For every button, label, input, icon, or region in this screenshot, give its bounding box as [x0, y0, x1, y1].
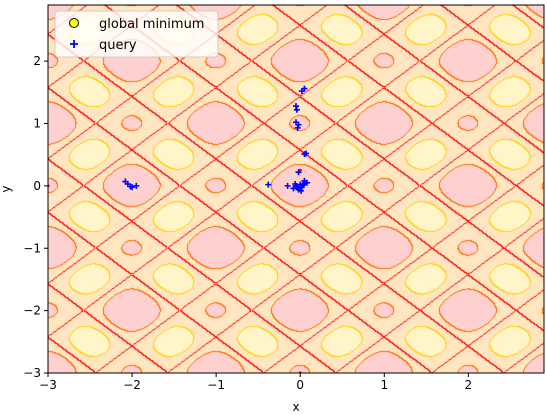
x-tick-label: −3 [39, 378, 57, 392]
legend-box [54, 10, 219, 58]
query-point [295, 169, 302, 176]
query-point [298, 187, 305, 194]
legend: global minimum query [54, 10, 219, 58]
x-tick-label: −1 [207, 378, 225, 392]
y-tick-label: −3 [23, 366, 41, 380]
query-point [299, 182, 306, 189]
x-axis-label: x [292, 400, 299, 414]
query-point [292, 181, 299, 188]
y-tick-label: 2 [33, 54, 41, 68]
query-point [303, 150, 310, 157]
y-axis: −3 −2 −1 0 1 2 [23, 54, 48, 380]
legend-marker-query [70, 40, 78, 48]
query-point [303, 179, 310, 186]
query-point [293, 106, 300, 113]
x-axis: −3 −2 −1 0 1 2 [39, 373, 472, 392]
x-tick-label: 1 [380, 378, 388, 392]
plot-frame [47, 4, 545, 374]
legend-label: global minimum [99, 17, 204, 32]
query-point [295, 121, 302, 128]
y-tick-label: −1 [23, 241, 41, 255]
y-tick-label: 0 [33, 179, 41, 193]
y-tick-label: 1 [33, 117, 41, 131]
x-tick-label: 2 [465, 378, 473, 392]
query-point [265, 181, 272, 188]
query-point [294, 124, 301, 131]
x-tick-label: −2 [123, 378, 141, 392]
legend-marker-global-minimum [69, 18, 79, 28]
legend-label: query [99, 38, 137, 53]
plot-area [48, 5, 544, 373]
y-axis-label: y [0, 185, 13, 192]
data-marks [48, 85, 310, 373]
x-tick-label: 0 [296, 378, 304, 392]
query-point [301, 85, 308, 92]
query-point [127, 183, 134, 190]
query-point [293, 103, 299, 110]
y-tick-label: −2 [23, 304, 41, 318]
query-point [133, 182, 140, 189]
query-point [284, 182, 291, 189]
red-dot-marker [298, 168, 302, 172]
